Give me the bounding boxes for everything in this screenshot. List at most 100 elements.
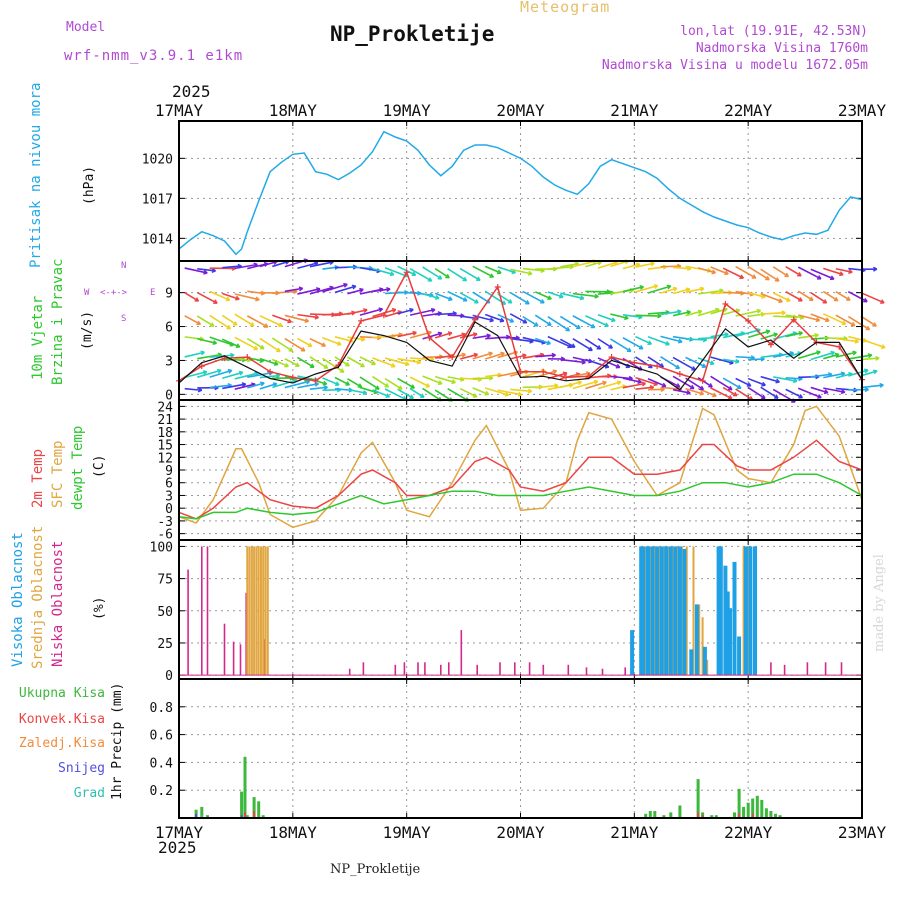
wind-arrow-head xyxy=(789,350,794,354)
wind-arrow-head xyxy=(472,332,478,335)
precip-y-tick-label: 0.8 xyxy=(150,701,173,716)
wind-arrow-head xyxy=(217,352,222,356)
precip-precip_conv-bar xyxy=(244,812,246,818)
wind-arrow-head xyxy=(873,322,877,327)
wind-arrow xyxy=(259,260,278,268)
wind-arrow-head xyxy=(724,332,729,335)
wind-arrow xyxy=(422,266,443,280)
wind-arrow-head xyxy=(302,347,306,352)
wind-arrow xyxy=(459,292,479,304)
wind-arrow-head xyxy=(461,352,466,356)
wind-arrow-head xyxy=(848,371,853,375)
wind-arrow-head xyxy=(666,284,671,287)
wind-arrow xyxy=(747,386,766,400)
wind-arrow-head xyxy=(265,323,269,328)
wind-arrow-head xyxy=(473,393,478,398)
gust-point xyxy=(380,312,387,319)
wind-arrow-head xyxy=(605,322,609,327)
wind-arrow-head xyxy=(697,309,702,312)
wind-arrow xyxy=(597,381,622,390)
wind-arrow-head xyxy=(509,299,513,304)
wind-arrow-head xyxy=(725,270,729,275)
wind-arrow xyxy=(672,310,691,317)
x-tick-label-bottom: 18MAY xyxy=(269,823,318,842)
wind-arrow xyxy=(234,263,258,270)
wind-arrow-head xyxy=(715,307,720,310)
wind-arrow-head xyxy=(766,275,770,281)
wind-arrow-field xyxy=(184,258,886,403)
wind-arrow-head xyxy=(700,385,705,390)
clouds-cloud_mid-bar xyxy=(255,546,258,676)
wind-arrow-head xyxy=(290,347,294,352)
wind-arrow xyxy=(422,387,442,402)
year-bottom-label: 2025 xyxy=(158,838,197,857)
wind-arrow-head xyxy=(296,362,300,367)
compass-cross-icon: <-+-> xyxy=(100,288,128,298)
wind-arrow-head xyxy=(585,371,591,374)
wind-arrow-head xyxy=(515,335,520,339)
gust-point xyxy=(563,374,570,381)
wind-arrow xyxy=(209,336,234,347)
wind-arrow xyxy=(672,266,691,270)
wind-arrow xyxy=(735,388,754,401)
wind-arrow-head xyxy=(409,307,414,311)
wind-arrow xyxy=(297,382,319,389)
x-tick-label-bottom: 20MAY xyxy=(496,823,545,842)
precip-precip_total-bar xyxy=(733,812,736,818)
wind-arrow xyxy=(422,332,443,340)
clouds-cloud_high-bar xyxy=(646,546,650,676)
wind-arrow-head xyxy=(787,297,791,302)
clouds-cloud_low-bar xyxy=(770,662,772,676)
wind-arrow-head xyxy=(591,323,596,328)
wind-arrow-head xyxy=(635,262,640,265)
wind-arrow-head xyxy=(473,352,478,356)
temperature-y-tick-label: 3 xyxy=(165,489,173,504)
wind-arrow xyxy=(535,384,559,389)
wind-arrow-head xyxy=(830,275,835,280)
precip-precip_total-bar xyxy=(751,798,755,818)
x-tick-label-bottom: 19MAY xyxy=(383,823,432,842)
precip-precip_total-bar xyxy=(742,806,746,818)
clouds-cloud_mid-bar xyxy=(706,659,709,676)
wind-arrow xyxy=(509,313,528,324)
gust-point xyxy=(676,371,683,378)
wind-arrow-head xyxy=(236,343,241,348)
wind-arrow-head xyxy=(195,297,200,302)
clouds-cloud_high-bar xyxy=(737,636,742,676)
wind-arrow-head xyxy=(700,390,705,395)
clouds-cloud_low-bar xyxy=(232,641,235,676)
clouds-cloud_mid-bar xyxy=(692,546,695,676)
wind-arrow-head xyxy=(315,287,321,290)
wind-arrow-head xyxy=(827,372,833,375)
wind-arrow xyxy=(447,268,467,282)
clouds-cloud_mid-bar xyxy=(653,546,656,676)
wind-arrow xyxy=(221,292,240,300)
year-top-label: 2025 xyxy=(172,82,211,101)
wind-arrow-head xyxy=(522,353,527,356)
wind-arrow-head xyxy=(500,317,505,322)
wind-arrow-head xyxy=(881,299,885,304)
wind-arrow xyxy=(585,315,609,327)
wind-arrow xyxy=(747,330,771,339)
wind-arrow-head xyxy=(227,382,232,386)
wind-arrow-head xyxy=(581,359,586,364)
pressure-y-tick-label: 1017 xyxy=(142,192,173,207)
wind-arrow-head xyxy=(329,285,334,288)
wind-arrow xyxy=(472,291,491,304)
wind-arrow-head xyxy=(437,311,442,314)
wind-arrow xyxy=(698,336,718,340)
precip-precip_total-bar xyxy=(240,791,244,818)
gust-point xyxy=(540,368,547,375)
wind-arrow-head xyxy=(660,363,665,368)
clouds-cloud_mid-bar xyxy=(676,546,679,676)
clouds-y-tick-label: 25 xyxy=(157,637,173,652)
wind-arrow-head xyxy=(756,308,761,312)
wind-arrow xyxy=(447,376,465,381)
wind-arrow xyxy=(347,309,368,316)
wind-arrow xyxy=(272,290,298,295)
wind-arrow xyxy=(773,352,794,358)
wind-arrow-head xyxy=(351,284,356,287)
precip-y-tick-label: 0.4 xyxy=(150,756,174,771)
wind-arrow xyxy=(271,337,294,352)
wind-y-tick-label: 0 xyxy=(165,388,173,403)
